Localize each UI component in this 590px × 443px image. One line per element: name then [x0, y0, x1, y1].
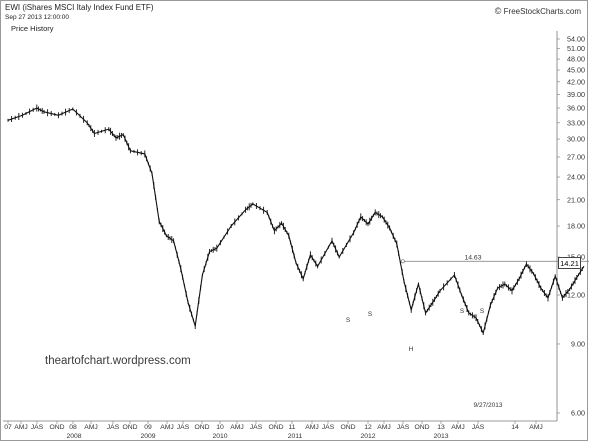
year-label-1: 2009	[140, 433, 155, 440]
y-tick-label-4: 42.00	[567, 77, 585, 86]
x-tick-label-16: 11	[288, 424, 295, 431]
current-price-badge: 14.21	[558, 257, 581, 269]
x-tick-label-26: JAS	[472, 424, 485, 431]
x-tick-label-17: AMJ	[305, 424, 319, 431]
y-tick-label-1: 51.00	[567, 44, 585, 53]
x-tick-label-21: AMJ	[377, 424, 391, 431]
x-tick-label-11: OND	[194, 424, 209, 431]
y-tick-label-7: 33.00	[567, 118, 585, 127]
x-tick-label-4: 08	[69, 424, 77, 431]
x-tick-label-14: JAS	[250, 424, 263, 431]
y-tick-label-3: 45.00	[567, 66, 585, 75]
x-tick-label-19: OND	[340, 424, 355, 431]
pattern-label-3: S	[460, 308, 465, 315]
x-tick-label-12: 10	[216, 424, 224, 431]
y-tick-label-5: 39.00	[567, 90, 585, 99]
x-tick-label-20: 12	[364, 424, 372, 431]
chart-title: EWI (iShares MSCI Italy Index Fund ETF)	[5, 3, 154, 12]
resistance-start-dot	[400, 259, 405, 264]
year-label-0: 2008	[66, 433, 81, 440]
y-tick-label-14: 12.00	[567, 291, 585, 300]
year-label-4: 2012	[360, 433, 375, 440]
last-date-label: 9/27/2013	[474, 402, 503, 409]
source-label: © FreeStockCharts.com	[495, 6, 581, 16]
x-tick-label-2: JAS	[31, 424, 44, 431]
copyright-icon: ©	[494, 6, 502, 16]
y-tick-label-6: 36.00	[567, 104, 585, 113]
x-tick-label-18: JAS	[322, 424, 335, 431]
y-tick-label-9: 27.00	[567, 152, 585, 161]
x-tick-label-8: 09	[144, 424, 152, 431]
x-tick-label-0: 07	[4, 424, 12, 431]
y-tick-label-16: 6.00	[571, 409, 585, 418]
chart-date: Sep 27 2013 12:00:00	[5, 14, 69, 21]
x-tick-label-15: OND	[268, 424, 283, 431]
year-label-3: 2011	[288, 433, 303, 440]
panel-label: Price History	[11, 24, 54, 33]
y-tick-label-2: 48.00	[567, 55, 585, 64]
pattern-label-1: S	[368, 311, 373, 318]
x-tick-label-9: AMJ	[160, 424, 174, 431]
year-label-5: 2013	[433, 433, 448, 440]
x-tick-label-3: OND	[49, 424, 64, 431]
y-tick-label-10: 24.00	[567, 173, 585, 182]
year-label-2: 2010	[212, 433, 227, 440]
watermark: theartofchart.wordpress.com	[45, 355, 191, 367]
x-tick-label-28: AMJ	[529, 424, 543, 431]
x-tick-label-24: 13	[437, 424, 445, 431]
y-tick-label-0: 54.00	[567, 35, 585, 44]
source-text: FreeStockCharts.com	[503, 7, 581, 16]
x-tick-label-25: AMJ	[451, 424, 465, 431]
x-tick-label-7: OND	[122, 424, 137, 431]
y-tick-label-12: 18.00	[567, 222, 585, 231]
y-tick-label-15: 9.00	[571, 339, 585, 348]
x-tick-label-6: JAS	[107, 424, 120, 431]
price-bars	[7, 104, 583, 335]
x-tick-label-23: OND	[414, 424, 429, 431]
pattern-label-0: S	[346, 317, 351, 324]
pattern-label-4: S	[480, 308, 485, 315]
x-tick-label-27: 14	[511, 424, 519, 431]
resistance-value-label: 14.63	[464, 254, 481, 261]
price-line	[7, 107, 585, 335]
x-tick-label-22: JAS	[397, 424, 410, 431]
x-tick-label-1: AMJ	[14, 424, 28, 431]
x-tick-label-5: AMJ	[84, 424, 98, 431]
y-tick-label-11: 21.00	[567, 195, 585, 204]
y-tick-label-8: 30.00	[567, 135, 585, 144]
x-tick-label-13: AMJ	[230, 424, 244, 431]
pattern-label-2: H	[409, 346, 414, 353]
x-tick-label-10: JAS	[177, 424, 190, 431]
